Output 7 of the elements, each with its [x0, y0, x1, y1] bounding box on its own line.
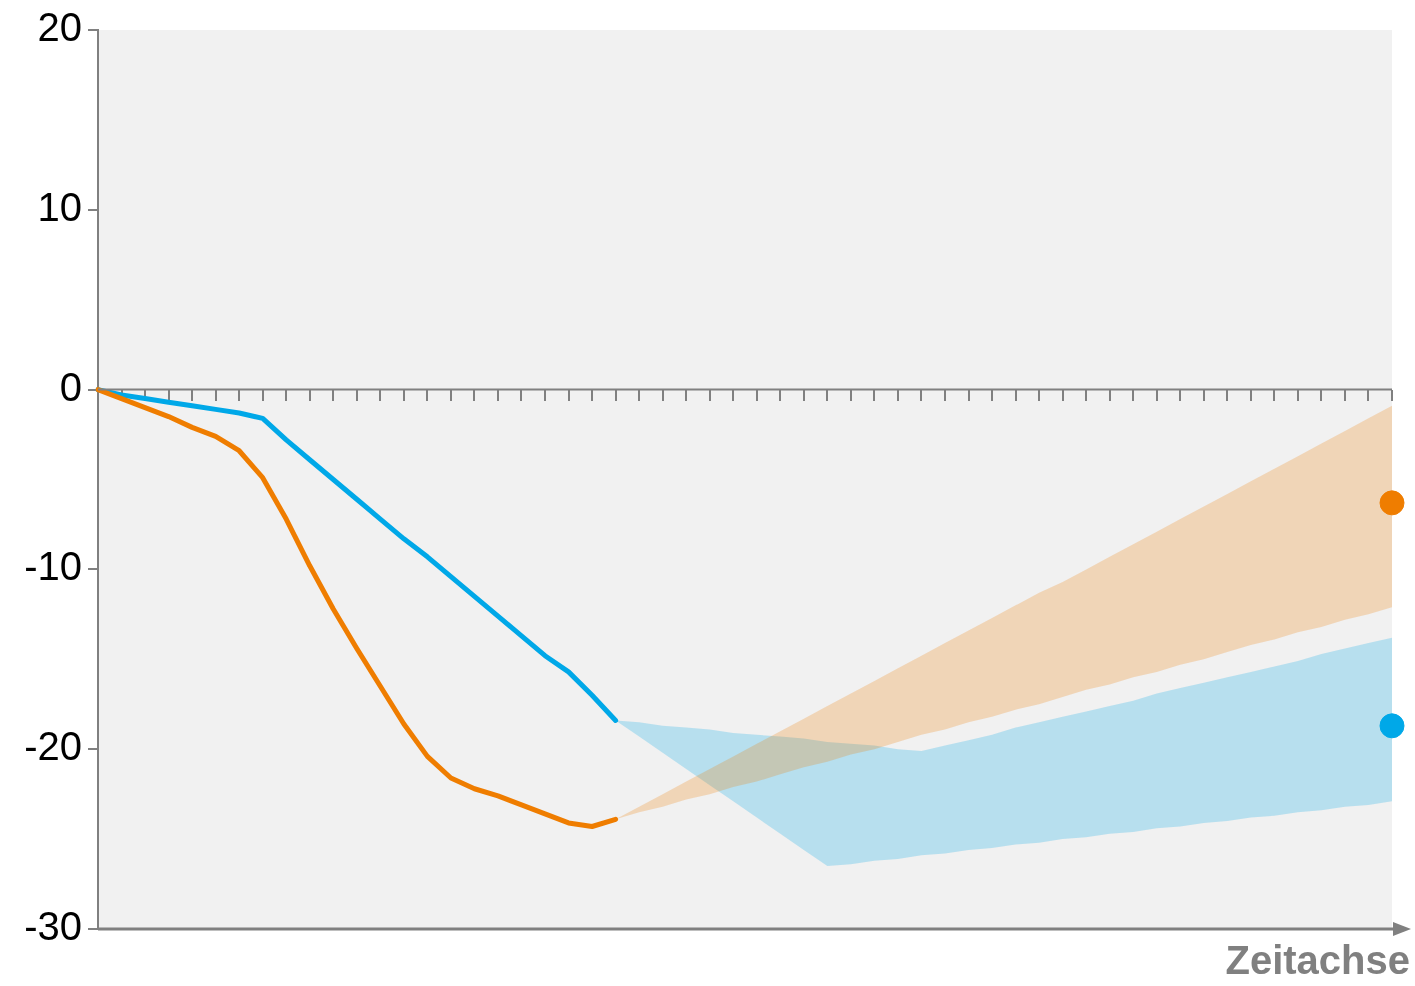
y-tick-label: -20 — [24, 724, 82, 769]
y-tick-label: 0 — [59, 364, 82, 409]
y-tick-label: -10 — [24, 544, 82, 589]
y-tick-label: 10 — [37, 184, 82, 229]
y-tick-label: 20 — [37, 5, 82, 50]
y-tick-label: -30 — [24, 904, 82, 949]
x-axis-title: Zeitachse — [1225, 938, 1410, 983]
